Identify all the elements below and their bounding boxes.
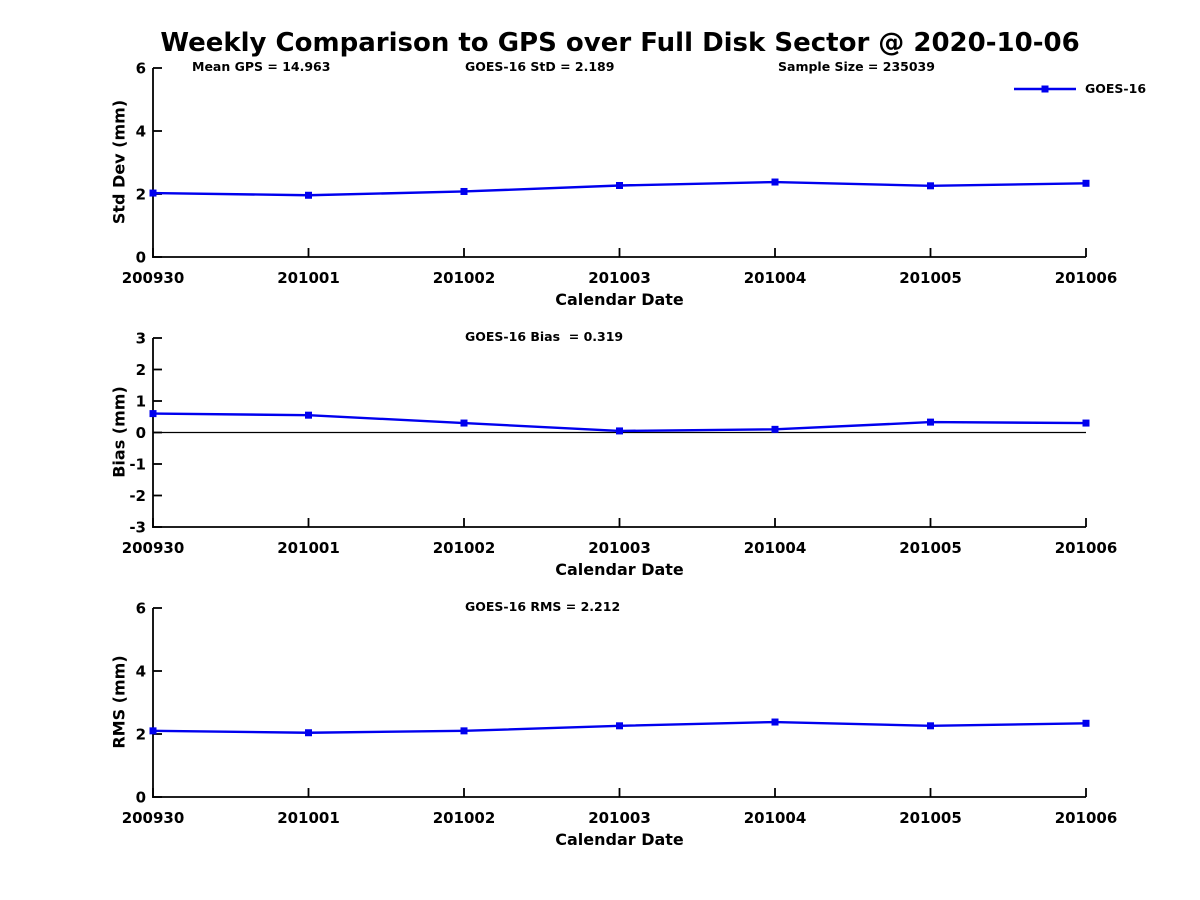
y-tick-label: -2 — [129, 487, 146, 505]
x-tick-label: 201004 — [744, 539, 807, 557]
x-tick-label: 201003 — [588, 539, 651, 557]
series-marker-square — [1082, 719, 1090, 727]
series-marker-square — [1082, 419, 1090, 427]
x-tick-label: 200930 — [122, 269, 185, 287]
y-tick-label: 6 — [136, 600, 146, 618]
legend: GOES-16 — [1012, 81, 1146, 96]
x-tick-label: 201005 — [899, 539, 962, 557]
y-tick-label: -3 — [129, 519, 146, 537]
y-tick-label: 4 — [136, 123, 146, 141]
series-marker-square — [460, 419, 468, 427]
x-tick-label: 201001 — [277, 539, 340, 557]
legend-line-icon — [1014, 85, 1076, 92]
y-tick-label: 0 — [136, 249, 146, 267]
annotation-goes16-std: GOES-16 StD = 2.189 — [465, 59, 615, 74]
chart-title: Weekly Comparison to GPS over Full Disk … — [160, 28, 1080, 58]
series-marker-square — [771, 425, 779, 433]
series-marker-square — [616, 427, 623, 435]
series-marker-square — [616, 181, 623, 189]
x-tick-label: 201001 — [277, 809, 340, 827]
annotation-goes16-rms: GOES-16 RMS = 2.212 — [465, 599, 621, 614]
x-tick-label: 201004 — [744, 269, 807, 287]
series-marker-square — [1082, 179, 1090, 187]
x-tick-label: 201002 — [433, 539, 496, 557]
series-marker-square — [460, 187, 468, 195]
y-tick-label: 2 — [136, 186, 146, 204]
x-tick-label: 201005 — [899, 809, 962, 827]
series-marker-square — [149, 410, 157, 418]
series-marker-square — [149, 189, 157, 197]
legend-marker-square — [1041, 85, 1049, 92]
series-marker-square — [616, 722, 623, 730]
x-tick-label: 201006 — [1055, 539, 1118, 557]
y-tick-label: -1 — [129, 456, 146, 474]
series-marker-square — [305, 729, 312, 737]
x-axis-label-1: Calendar Date — [555, 290, 684, 309]
x-tick-label: 201006 — [1055, 809, 1118, 827]
annotation-mean-gps: Mean GPS = 14.963 — [192, 59, 331, 74]
y-tick-label: 1 — [136, 393, 146, 411]
series-marker-square — [149, 727, 157, 735]
y-tick-label: 2 — [136, 361, 146, 379]
legend-label: GOES-16 — [1085, 81, 1147, 96]
x-tick-label: 201003 — [588, 269, 651, 287]
x-tick-label: 201002 — [433, 269, 496, 287]
y-tick-label: 0 — [136, 789, 146, 807]
x-tick-label: 201001 — [277, 269, 340, 287]
y-tick-label: 2 — [136, 726, 146, 744]
series-marker-square — [771, 718, 779, 726]
series-marker-square — [927, 418, 934, 426]
x-tick-label: 201005 — [899, 269, 962, 287]
annotation-goes16-bias: GOES-16 Bias = 0.319 — [465, 329, 624, 344]
x-tick-label: 201004 — [744, 809, 807, 827]
x-axis-label-2: Calendar Date — [555, 560, 684, 579]
series-marker-square — [305, 191, 312, 199]
y-tick-label: 4 — [136, 663, 146, 681]
series-marker-square — [460, 727, 468, 735]
series-marker-square — [771, 178, 779, 186]
y-tick-label: 6 — [136, 60, 146, 78]
x-tick-label: 201003 — [588, 809, 651, 827]
series-marker-square — [305, 411, 312, 419]
x-axis-label-3: Calendar Date — [555, 830, 684, 849]
x-tick-label: 200930 — [122, 539, 185, 557]
series-marker-square — [927, 182, 934, 190]
x-tick-label: 200930 — [122, 809, 185, 827]
annotation-sample-size: Sample Size = 235039 — [778, 59, 935, 74]
x-tick-label: 201006 — [1055, 269, 1118, 287]
y-tick-label: 0 — [136, 424, 146, 442]
series-marker-square — [927, 722, 934, 730]
y-tick-label: 3 — [136, 330, 146, 348]
x-tick-label: 201002 — [433, 809, 496, 827]
